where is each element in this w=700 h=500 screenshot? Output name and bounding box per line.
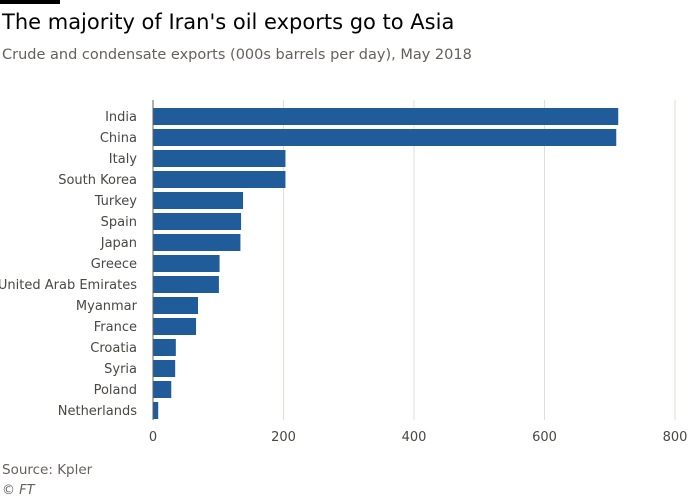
category-label: Myanmar [76,299,138,314]
category-label: South Korea [58,173,137,188]
category-label: Poland [94,383,137,398]
bar-netherlands [153,402,159,419]
bar-croatia [153,339,176,356]
x-tick-label: 800 [663,430,688,445]
bar-united-arab-emirates [153,276,219,293]
category-label: Italy [109,152,138,167]
category-label: Spain [101,215,137,230]
category-label: Japan [100,236,137,251]
bar-syria [153,360,176,377]
category-label: Greece [91,257,137,272]
x-tick-label: 400 [402,430,427,445]
bar-spain [153,213,242,230]
category-label: China [100,131,137,146]
top-rule [0,0,60,4]
bar-turkey [153,192,244,209]
category-label: Syria [104,362,137,377]
chart-title: The majority of Iran's oil exports go to… [2,10,455,34]
bar-myanmar [153,297,199,314]
source-note: Source: Kpler [2,462,93,478]
bar-india [153,108,619,125]
bar-china [153,129,617,146]
bar-japan [153,234,241,251]
bar-france [153,318,197,335]
category-label: Croatia [90,341,137,356]
x-tick-label: 200 [271,430,296,445]
bar-south-korea [153,171,286,188]
credit-note: © FT [2,483,35,498]
x-tick-label: 0 [149,430,157,445]
category-label: United Arab Emirates [0,278,137,293]
bar-greece [153,255,220,272]
category-label: India [105,110,137,125]
bar-italy [153,150,286,167]
bar-poland [153,381,172,398]
category-label: Netherlands [58,404,137,419]
x-tick-label: 600 [532,430,557,445]
chart-subtitle: Crude and condensate exports (000s barre… [2,47,472,63]
category-label: Turkey [94,194,138,209]
category-label: France [94,320,137,335]
